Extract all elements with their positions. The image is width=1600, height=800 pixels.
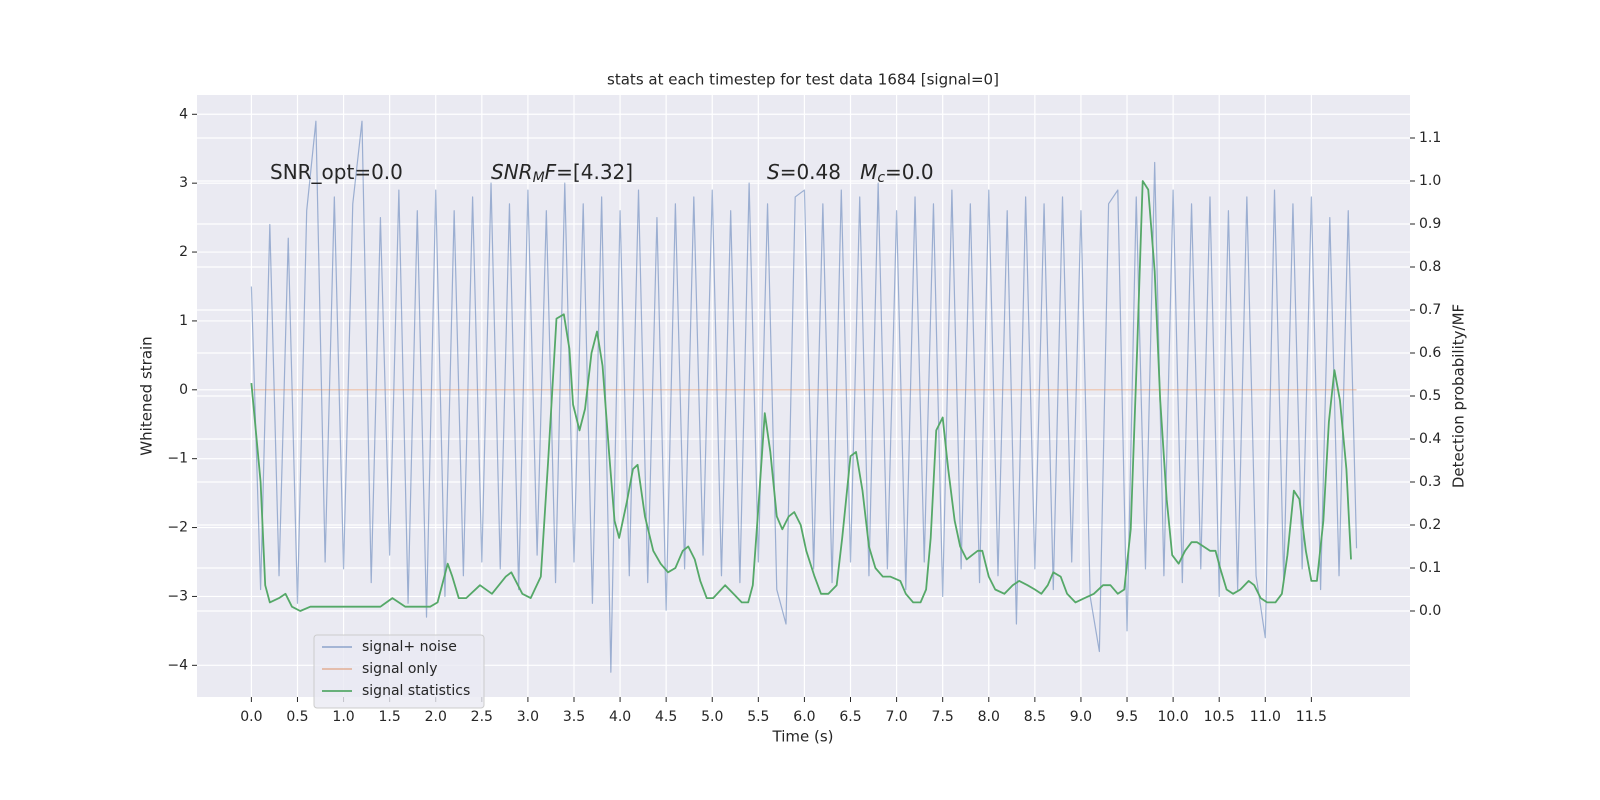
y2-tick-label: 0.1 [1419, 560, 1441, 576]
annotations: SNR_opt=0.0 SNRMF=[4.32] S=0.48 Mc=0.0 [270, 160, 934, 187]
y2-tick-label: 0.5 [1419, 388, 1441, 404]
x-tick-label: 11.5 [1296, 709, 1327, 725]
x-tick-label: 9.0 [1070, 709, 1092, 725]
y2-tick-label: 1.1 [1419, 130, 1441, 146]
annotation: SNRMF=[4.32] [491, 160, 633, 187]
y-tick-label: 3 [179, 175, 188, 191]
annotation-part: M [860, 160, 877, 184]
y2-tick-label: 0.8 [1419, 259, 1441, 275]
annotation-part: SNR_opt=0.0 [270, 160, 403, 184]
legend-box [313, 634, 485, 709]
y-tick-label: 4 [179, 106, 188, 122]
annotation-part: =0.0 [885, 160, 934, 184]
x-tick-label: 10.5 [1204, 709, 1235, 725]
y-tick-label: −4 [167, 657, 188, 673]
x-tick-label: 7.5 [932, 709, 954, 725]
series-line [250, 180, 1352, 612]
y2-tick-label: 0.0 [1419, 603, 1441, 619]
y2-tick-label: 0.3 [1419, 474, 1441, 490]
ticks: 0.0 0.5 1.0 1.5 2.0 2.5 3.0 3.5 4.0 4.5 5.0 5.5 6.0 6… [167, 106, 1441, 725]
x-tick-label: 6.0 [793, 709, 815, 725]
y2-tick-label: 0.2 [1419, 517, 1441, 533]
y2-axis-label: Detection probability/MF [1450, 304, 1468, 488]
x-tick-label: 3.0 [517, 709, 539, 725]
y-tick-label: −2 [167, 520, 188, 536]
x-tick-label: 5.0 [701, 709, 723, 725]
y2-tick-label: 0.4 [1419, 431, 1441, 447]
x-tick-label: 10.0 [1158, 709, 1189, 725]
x-tick-label: 2.0 [425, 709, 447, 725]
legend-label: signal statistics [362, 683, 470, 699]
chart-title: stats at each timestep for test data 168… [607, 71, 999, 89]
annotation-part: SNR [491, 160, 533, 184]
x-tick-label: 8.0 [978, 709, 1000, 725]
y2-tick-label: 1.0 [1419, 173, 1441, 189]
x-tick-label: 6.5 [839, 709, 861, 725]
annotation: SNR_opt=0.0 [270, 160, 403, 184]
y-tick-label: −3 [167, 588, 188, 604]
x-tick-label: 0.0 [240, 709, 262, 725]
annotation-part: =0.48 [780, 160, 860, 184]
x-axis-label: Time (s) [772, 728, 834, 746]
y-tick-label: −1 [167, 451, 188, 467]
x-tick-label: 4.5 [655, 709, 677, 725]
x-tick-label: 0.5 [286, 709, 308, 725]
x-tick-label: 1.5 [379, 709, 401, 725]
x-tick-label: 9.5 [1116, 709, 1138, 725]
annotation-part: =[4.32] [556, 160, 633, 184]
annotation-part: M [533, 170, 545, 186]
y2-tick-label: 0.7 [1419, 302, 1441, 318]
x-tick-label: 5.5 [747, 709, 769, 725]
annotation-part: F [545, 160, 557, 184]
legend-label: signal only [362, 661, 437, 677]
x-tick-label: 2.5 [471, 709, 493, 725]
legend: signal+ noise signal only signal statistic… [313, 634, 485, 709]
x-tick-label: 8.5 [1024, 709, 1046, 725]
series-line [250, 120, 1358, 673]
x-tick-label: 4.0 [609, 709, 631, 725]
x-tick-label: 7.0 [885, 709, 907, 725]
y-tick-label: 1 [179, 313, 188, 329]
y-tick-label: 0 [179, 382, 188, 398]
y2-tick-label: 0.6 [1419, 345, 1441, 361]
x-tick-label: 11.0 [1250, 709, 1281, 725]
y-axis-label: Whitened strain [138, 336, 156, 455]
x-tick-label: 1.0 [332, 709, 354, 725]
y2-tick-label: 0.9 [1419, 216, 1441, 232]
legend-label: signal+ noise [362, 639, 457, 655]
annotation-part: S [767, 160, 780, 184]
y-tick-label: 2 [179, 244, 188, 260]
x-tick-label: 3.5 [563, 709, 585, 725]
annotation: S=0.48 Mc=0.0 [767, 160, 934, 187]
lines [250, 120, 1358, 673]
annotation-part: c [877, 170, 885, 186]
